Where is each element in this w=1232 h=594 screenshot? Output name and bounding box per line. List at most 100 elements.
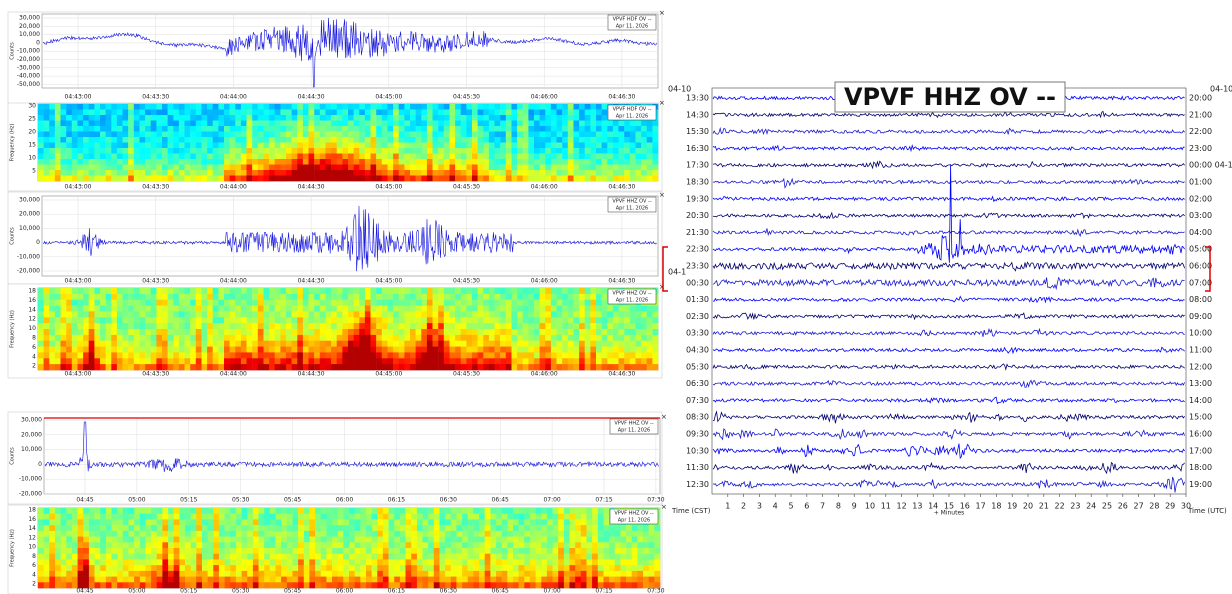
spectrogram-cell xyxy=(242,537,248,543)
spectrogram-cell xyxy=(541,565,547,571)
spectrogram-cell xyxy=(162,148,168,154)
spectrogram-cell xyxy=(100,341,106,347)
spectrogram-cell xyxy=(320,300,326,306)
spectrogram-cell xyxy=(247,121,253,127)
spectrogram-cell xyxy=(314,347,320,353)
spectrogram-cell xyxy=(162,288,168,294)
spectrogram-cell xyxy=(292,121,298,127)
spectrogram-cell xyxy=(485,537,491,543)
spectrogram-cell xyxy=(94,165,100,171)
spectrogram-cell xyxy=(433,137,439,143)
row-time-left: 19:30 xyxy=(686,194,709,203)
spectrogram-cell xyxy=(423,508,429,514)
spectrogram-cell xyxy=(579,294,585,300)
spectrogram-cell xyxy=(456,571,462,577)
spectrogram-cell xyxy=(78,159,84,165)
spectrogram-cell xyxy=(44,565,50,571)
spectrogram-cell xyxy=(349,514,355,520)
spectrogram-cell xyxy=(106,335,112,341)
spectrogram-cell xyxy=(264,514,270,520)
spectrogram-cell xyxy=(213,577,219,583)
spectrogram-cell xyxy=(49,537,55,543)
close-button[interactable]: × xyxy=(659,283,665,291)
spectrogram-cell xyxy=(421,165,427,171)
spectrogram-cell xyxy=(174,577,180,583)
spectrogram-cell xyxy=(140,559,146,565)
spectrogram-cell xyxy=(174,582,180,588)
close-button[interactable]: × xyxy=(659,99,665,107)
spectrogram-cell xyxy=(94,294,100,300)
close-button[interactable]: × xyxy=(659,191,665,199)
spectrogram-cell xyxy=(247,341,253,347)
spectrogram-cell xyxy=(410,323,416,329)
spectrogram-cell xyxy=(286,300,292,306)
spectrogram-cell xyxy=(309,335,315,341)
spectrogram-cell xyxy=(190,110,196,116)
spectrogram-cell xyxy=(652,121,658,127)
close-button[interactable]: × xyxy=(661,413,667,421)
spectrogram-cell xyxy=(61,559,67,565)
spectrogram-cell xyxy=(224,159,230,165)
spectrogram-cell xyxy=(388,306,394,312)
spectrogram-cell xyxy=(349,571,355,577)
spectrogram-cell xyxy=(168,559,174,565)
spectrogram-cell xyxy=(568,165,574,171)
spectrogram-cell xyxy=(406,537,412,543)
spectrogram-cell xyxy=(528,341,534,347)
spectrogram-cell xyxy=(417,559,423,565)
spectrogram-cell xyxy=(213,288,219,294)
spectrogram-cell xyxy=(342,165,348,171)
spectrogram-cell xyxy=(162,358,168,364)
x-tick-label: 04:46:00 xyxy=(531,371,558,378)
row-time-left: 11:30 xyxy=(686,463,709,472)
spectrogram-cell xyxy=(343,537,349,543)
spectrogram-cell xyxy=(366,537,372,543)
spectrogram-cell xyxy=(315,571,321,577)
spectrogram-cell xyxy=(519,582,525,588)
spectrogram-cell xyxy=(557,148,563,154)
spectrogram-cell xyxy=(360,559,366,565)
spectrogram-cell xyxy=(66,154,72,160)
spectrogram-cell xyxy=(540,352,546,358)
spectrogram-cell xyxy=(49,542,55,548)
spectrogram-cell xyxy=(500,335,506,341)
spectrogram-cell xyxy=(360,577,366,583)
spectrogram-cell xyxy=(258,176,264,182)
spectrogram-cell xyxy=(128,341,134,347)
y-tick-label: 0 xyxy=(36,39,40,46)
spectrogram-cell xyxy=(185,508,191,514)
spectrogram-cell xyxy=(156,176,162,182)
spectrogram-cell xyxy=(83,104,89,110)
spectrogram-cell xyxy=(269,300,275,306)
spectrogram-cell xyxy=(483,352,489,358)
spectrogram-cell xyxy=(293,554,299,560)
spectrogram-cell xyxy=(179,352,185,358)
spectrogram-cell xyxy=(72,519,78,525)
spectrogram-cell xyxy=(512,294,518,300)
spectrogram-cell xyxy=(371,288,377,294)
spectrogram-cell xyxy=(259,531,265,537)
date-left: 04-10 xyxy=(668,85,691,94)
spectrogram-cell xyxy=(275,329,281,335)
spectrogram-cell xyxy=(264,143,270,149)
spectrogram-cell xyxy=(162,176,168,182)
spectrogram-cell xyxy=(478,306,484,312)
spectrogram-cell xyxy=(49,300,55,306)
spectrogram-cell xyxy=(218,132,224,138)
close-button[interactable]: × xyxy=(661,503,667,511)
spectrogram-cell xyxy=(393,159,399,165)
spectrogram-cell xyxy=(433,154,439,160)
spectrogram-cell xyxy=(100,537,106,543)
spectrogram-cell xyxy=(496,537,502,543)
spectrogram-cell xyxy=(513,582,519,588)
spectrogram-cell xyxy=(354,126,360,132)
x-tick-label: 2 xyxy=(741,502,746,511)
spectrogram-cell xyxy=(179,554,185,560)
spectrogram-cell xyxy=(450,311,456,317)
close-button[interactable]: × xyxy=(659,9,665,17)
x-tick-label: 06:00 xyxy=(336,588,353,594)
spectrogram-cell xyxy=(421,176,427,182)
x-tick-label: 05:30 xyxy=(232,588,249,594)
spectrogram-cell xyxy=(433,170,439,176)
spectrogram-cell xyxy=(506,329,512,335)
